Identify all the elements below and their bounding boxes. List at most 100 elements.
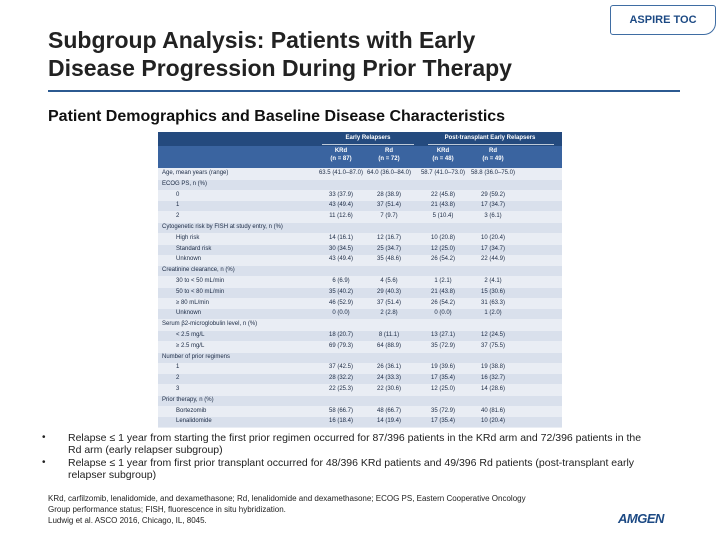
table-cell: 13 (27.1) [430,332,455,338]
table-cell: 58 (66.7) [328,407,353,414]
row-label: 50 to < 80 mL/min [176,288,225,295]
row-label: 2 [176,213,180,220]
table-row: 3 22 (25.3) 22 (30.6) 12 (25.0) 14 (28.6) [158,385,562,395]
table-cell: 37 (75.5) [480,342,505,349]
table-cell: 37 (51.4) [376,299,401,306]
row-label: 30 to < 50 mL/min [176,278,225,284]
table-row: ≥ 2.5 mg/L 69 (79.3) 64 (88.9) 35 (72.9) 37 … [158,342,562,352]
table-row: 2 28 (32.2) 24 (33.3) 17 (35.4) 16 (32.7) [158,374,562,385]
demographics-table: Early Relapsers Post-transplant Early Re… [158,132,562,428]
column-n: (n = 48) [432,156,454,162]
bullet-item: • Relapse ≤ 1 year from first prior trans… [42,457,648,481]
bullet-list: • Relapse ≤ 1 year from starting the firs… [42,432,648,482]
bullet-text: Relapse ≤ 1 year from starting the first… [68,432,642,456]
table-cell: 69 (79.3) [328,342,353,349]
table-row: ≥ 80 mL/min 46 (52.9) 37 (51.4) 26 (54.2) 31… [158,299,562,309]
column-arm: KRd [334,148,348,154]
table-cell: 18 (20.7) [328,332,353,338]
table-cell: 22 (45.8) [430,191,455,198]
row-label: Bortezomib [176,407,207,414]
row-label: Cytogenetic risk by FISH at study entry,… [162,224,283,230]
row-label: Unknown [176,310,202,317]
column-arm: Rd [489,148,497,154]
row-label: Creatinine clearance, n (%) [162,267,235,274]
table-cell: 2 (4.1) [484,278,502,284]
column-n: (n = 72) [378,156,400,162]
table-cell: 22 (44.9) [480,256,505,263]
row-label: High risk [176,234,200,241]
table-cell: 48 (66.7) [376,407,401,414]
table-row: Unknown 43 (49.4) 35 (48.6) 26 (54.2) 22 (44… [158,255,562,265]
table-cell: 12 (16.7) [376,234,401,241]
table-row: Bortezomib 58 (66.7) 48 (66.7) 35 (72.9) 40 … [158,407,562,417]
table-cell: 12 (25.0) [430,245,455,252]
table-cell: 26 (36.1) [376,364,401,371]
table-cell: 12 (25.0) [430,386,455,392]
table-cell: 5 (10.4) [432,213,454,220]
table-row: Number of prior regimens [158,352,562,363]
table-cell: 35 (48.6) [376,256,401,263]
table-row: Creatinine clearance, n (%) [158,266,562,277]
table-cell: 35 (40.2) [328,288,353,295]
table-row: 50 to < 80 mL/min 35 (40.2) 29 (40.3) 21 (4… [158,287,562,298]
table-cell: 21 (43.8) [430,288,455,295]
row-label: Number of prior regimens [162,353,231,360]
table-cell: 26 (54.2) [430,256,455,263]
column-n: (n = 49) [482,156,504,162]
row-label: Lenalidomide [176,418,212,425]
row-label: ECOG PS, n (%) [162,180,208,187]
group-post-transplant: Post-transplant Early Relapsers [444,135,536,141]
row-label: Prior therapy, n (%) [162,396,214,403]
column-header: KRd (n = 87) [318,147,364,163]
table-cell: 33 (37.9) [328,191,353,198]
table-cell: 24 (33.3) [376,375,401,382]
table-cell: 10 (20.4) [480,418,505,425]
table-cell: 10 (20.8) [430,234,455,241]
table-cell: 6 (6.9) [332,278,350,284]
table-cell: 19 (38.8) [480,364,505,371]
table-cell: 15 (30.6) [480,288,505,295]
table-row: ECOG PS, n (%) [158,179,562,190]
row-label: 1 [176,202,180,209]
table-cell: 43 (49.4) [328,256,353,263]
row-label: ≥ 80 mL/min [176,299,209,306]
group-early-relapsers: Early Relapsers [345,135,391,141]
table-cell: 1 (2.0) [484,310,502,317]
table-row: Age, mean years (range) 63.5 (41.0–87.0) 6… [158,169,562,179]
table-cell: 29 (59.2) [480,191,505,198]
row-label: < 2.5 mg/L [176,332,205,338]
table-row: < 2.5 mg/L 18 (20.7) 8 (11.1) 13 (27.1) 12 (… [158,331,562,341]
table-cell: 11 (12.6) [329,213,353,220]
table-cell: 17 (35.4) [430,418,455,425]
table-cell: 63.5 (41.0–87.0) [318,170,364,176]
table-cell: 40 (81.6) [480,407,505,414]
table-cell: 22 (30.6) [376,386,401,392]
table-cell: 17 (34.7) [480,245,505,252]
table-cell: 43 (49.4) [328,202,353,209]
table-row: Unknown 0 (0.0) 2 (2.8) 0 (0.0) 1 (2.0) [158,309,562,320]
table-cell: 17 (35.4) [430,375,455,382]
column-header: KRd (n = 48) [420,147,466,163]
aspire-toc-badge[interactable]: ASPIRE TOC [610,5,716,35]
title-line-2: Disease Progression During Prior Therapy [48,55,512,81]
table-cell: 29 (40.3) [376,288,401,295]
table-cell: 4 (5.6) [380,278,398,284]
table-cell: 58.8 (36.0–75.0) [470,170,516,176]
table-row: Standard risk 30 (34.5) 25 (34.7) 12 (25.0)… [158,244,562,255]
table-row: Prior therapy, n (%) [158,395,562,406]
row-label: Unknown [176,256,202,263]
table-cell: 1 (2.1) [434,278,452,284]
table-cell: 0 (0.0) [434,310,452,317]
table-cell: 35 (72.9) [430,407,455,414]
column-n: (n = 87) [330,156,352,162]
table-cell: 2 (2.8) [380,310,398,317]
column-header: Rd (n = 72) [366,147,412,163]
row-label: 0 [176,191,180,198]
table-cell: 25 (34.7) [376,245,401,252]
table-row: 1 37 (42.5) 26 (36.1) 19 (39.6) 19 (38.8) [158,363,562,373]
row-label: 2 [176,375,180,382]
footnote-line: Group performance status; FISH, fluoresc… [48,505,286,514]
table-cell: 58.7 (41.0–73.0) [420,170,466,176]
table-cell: 16 (18.4) [328,418,353,425]
group-underline [322,144,414,145]
